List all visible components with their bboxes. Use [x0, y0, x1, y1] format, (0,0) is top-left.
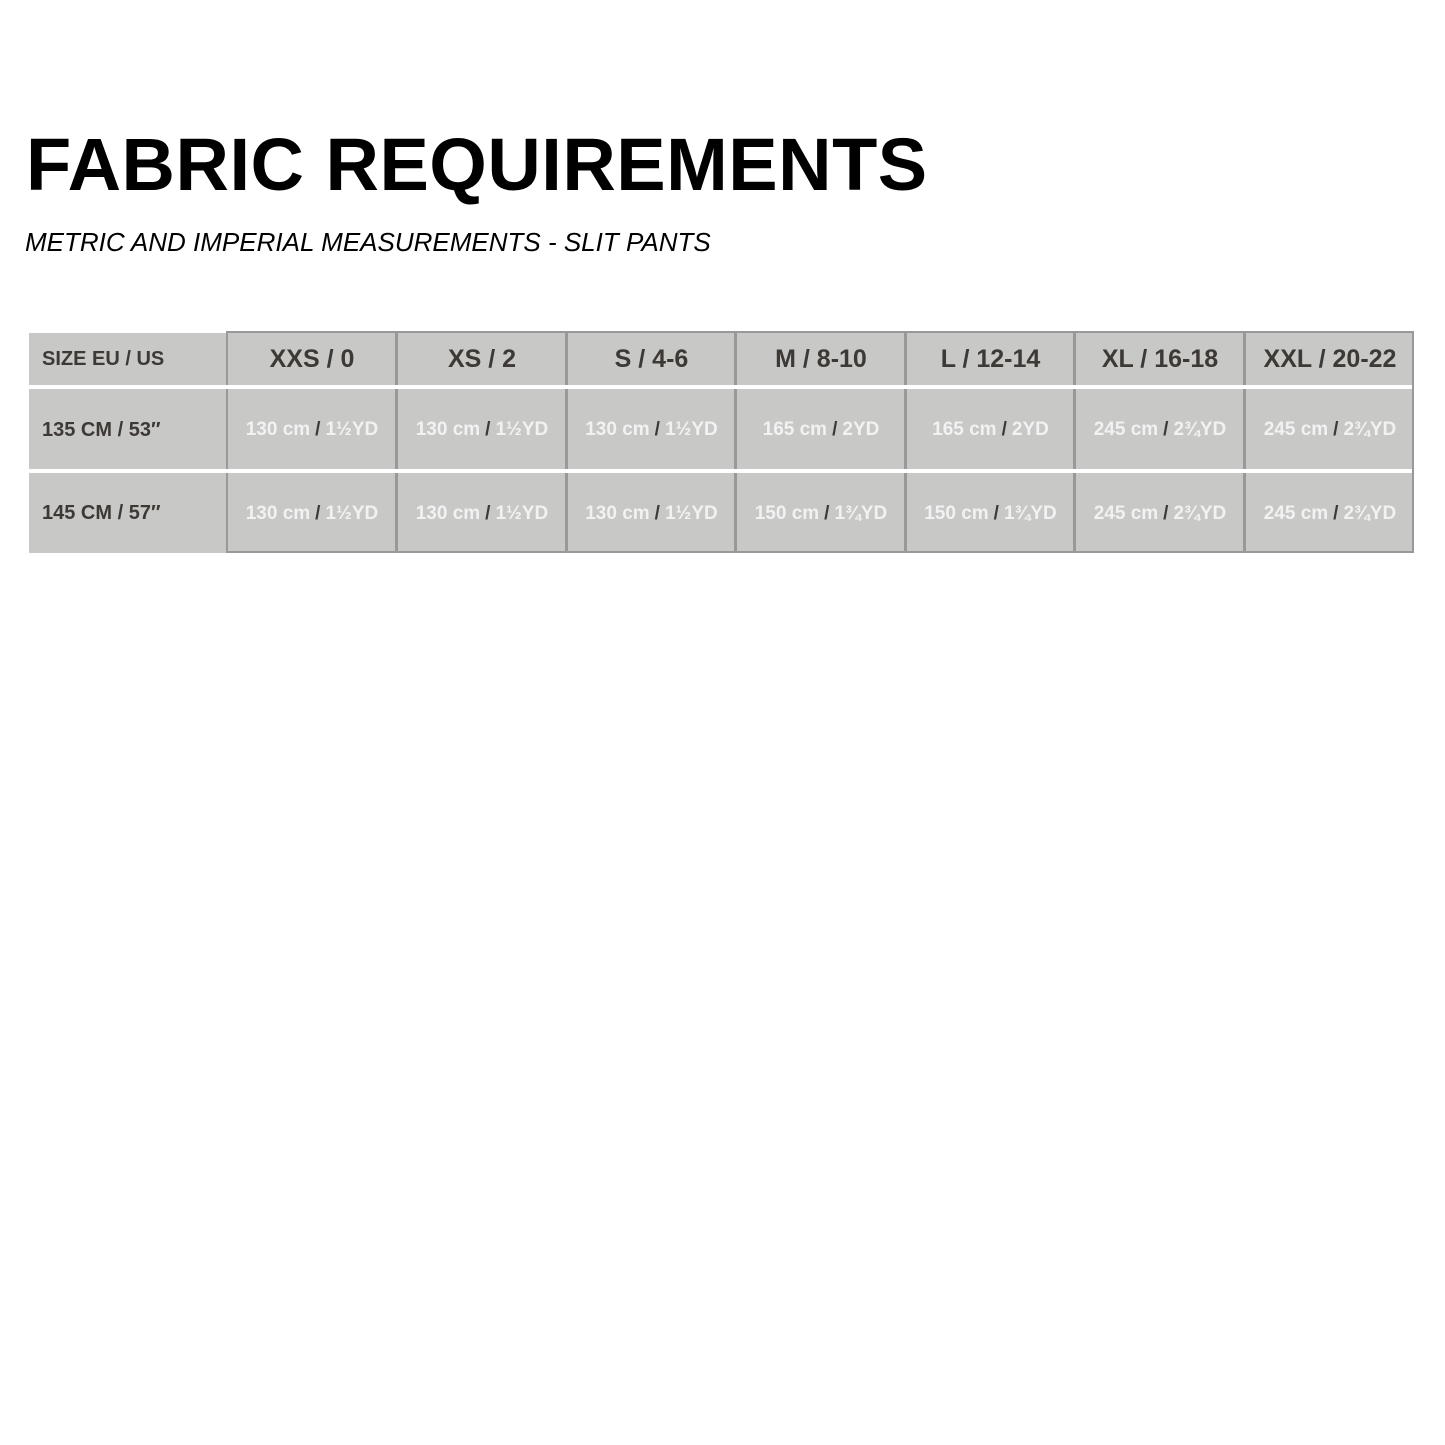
column-header: XS / 2: [447, 345, 517, 373]
separator: /: [824, 502, 830, 524]
cm-value: 245 cm: [1093, 502, 1159, 524]
table-cell: 165 cm/2YD: [737, 390, 905, 470]
yd-value: 2YD: [842, 419, 880, 440]
table-cell: 245 cm/2¾YD: [1076, 474, 1244, 553]
cm-value: 130 cm: [415, 502, 481, 524]
column-header: XXL / 20-22: [1263, 345, 1397, 373]
table-cell: 150 cm/1¾YD: [907, 474, 1074, 553]
separator: /: [993, 502, 999, 524]
yd-value: 1¾YD: [1003, 502, 1057, 524]
yd-value: 1¾YD: [834, 502, 888, 524]
yd-value: 1½YD: [325, 502, 379, 524]
size-grid: [226, 331, 1414, 553]
cm-value: 150 cm: [754, 502, 820, 524]
yd-value: 1½YD: [325, 419, 379, 440]
separator: /: [1333, 419, 1339, 440]
column-header: XXS / 0: [269, 345, 355, 373]
separator: /: [315, 502, 321, 524]
cm-value: 130 cm: [245, 419, 311, 440]
cm-value: 130 cm: [585, 419, 650, 440]
yd-value: 2¾YD: [1173, 419, 1227, 440]
column-divider: [565, 331, 568, 553]
table-cell: 130 cm/1½YD: [228, 474, 396, 553]
yd-value: 1½YD: [664, 502, 718, 524]
cm-value: 130 cm: [245, 502, 311, 524]
separator: /: [654, 419, 660, 440]
row-divider: [29, 385, 1412, 389]
table-cell: 130 cm/1½YD: [398, 390, 566, 470]
separator: /: [1163, 502, 1169, 524]
table-cell: 245 cm/2¾YD: [1076, 390, 1244, 470]
yd-value: 1½YD: [495, 502, 549, 524]
yd-value: 2YD: [1011, 419, 1049, 440]
corner-header: SIZE EU / US: [42, 348, 165, 370]
table-cell: 130 cm/1½YD: [228, 390, 396, 470]
separator: /: [485, 502, 491, 524]
cm-value: 130 cm: [585, 502, 650, 524]
column-header: S / 4-6: [614, 345, 689, 373]
column-divider: [904, 331, 907, 553]
cm-value: 245 cm: [1263, 419, 1329, 440]
yd-value: 2¾YD: [1343, 419, 1397, 440]
cm-value: 245 cm: [1093, 419, 1159, 440]
separator: /: [654, 502, 660, 524]
column-header: XL / 16-18: [1101, 345, 1219, 373]
column-divider: [1243, 331, 1246, 553]
page-title: FABRIC REQUIREMENTS: [26, 123, 928, 206]
column-header: M / 8-10: [775, 345, 867, 373]
cm-value: 150 cm: [924, 502, 989, 524]
cm-value: 165 cm: [762, 419, 828, 440]
column-divider: [734, 331, 737, 553]
yd-value: 2¾YD: [1173, 502, 1227, 524]
table-cell: 245 cm/2¾YD: [1246, 474, 1414, 553]
table-cell: 150 cm/1¾YD: [737, 474, 905, 553]
column-header: L / 12-14: [940, 345, 1041, 373]
table-cell: 245 cm/2¾YD: [1246, 390, 1414, 470]
yd-value: 1½YD: [664, 419, 718, 440]
separator: /: [1163, 419, 1169, 440]
column-divider: [1073, 331, 1076, 553]
row-label: 135 CM / 53″: [42, 418, 161, 441]
yd-value: 2¾YD: [1343, 502, 1397, 524]
row-label: 145 CM / 57″: [42, 502, 161, 524]
separator: /: [315, 419, 321, 440]
yd-value: 1½YD: [495, 419, 549, 440]
separator: /: [485, 419, 491, 440]
cm-value: 130 cm: [415, 419, 481, 440]
table-cell: 130 cm/1½YD: [568, 390, 735, 470]
cm-value: 165 cm: [932, 419, 997, 440]
table-cell: 165 cm/2YD: [907, 390, 1074, 470]
separator: /: [1001, 419, 1007, 440]
table-cell: 130 cm/1½YD: [568, 474, 735, 553]
column-divider: [395, 331, 398, 553]
cm-value: 245 cm: [1263, 502, 1329, 524]
row-divider: [29, 469, 1412, 473]
table-cell: 130 cm/1½YD: [398, 474, 566, 553]
separator: /: [1333, 502, 1339, 524]
separator: /: [832, 419, 838, 440]
page-subtitle: METRIC AND IMPERIAL MEASUREMENTS - SLIT …: [25, 227, 711, 257]
row-label-column: [29, 333, 226, 553]
